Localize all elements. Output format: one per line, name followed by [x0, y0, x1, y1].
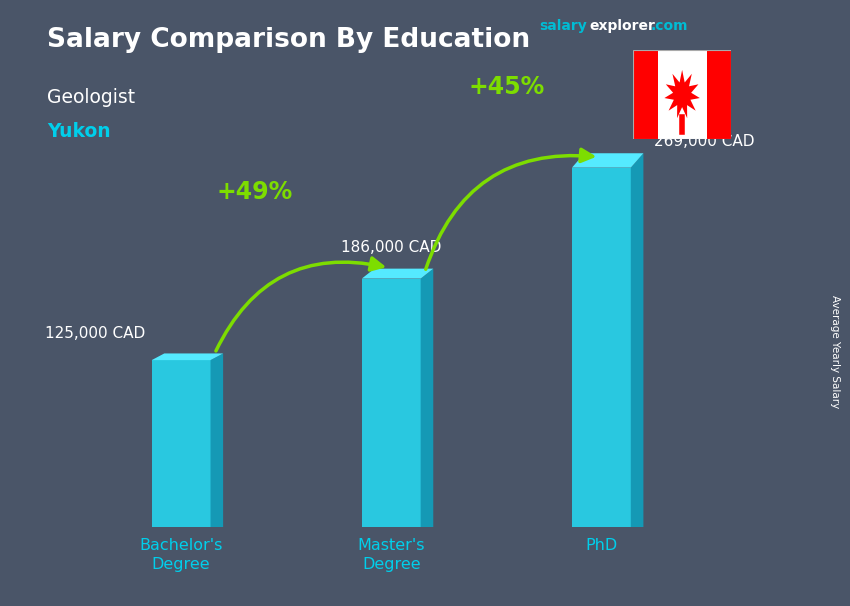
Text: 269,000 CAD: 269,000 CAD [654, 134, 755, 149]
Text: Yukon: Yukon [47, 122, 110, 141]
Text: 125,000 CAD: 125,000 CAD [45, 327, 145, 341]
Bar [572, 168, 631, 527]
Polygon shape [665, 70, 700, 118]
Text: Salary Comparison By Education: Salary Comparison By Education [47, 27, 530, 53]
Polygon shape [362, 268, 434, 279]
Polygon shape [211, 353, 224, 527]
Text: +45%: +45% [468, 75, 545, 99]
Bar [658, 50, 706, 139]
Polygon shape [421, 268, 434, 527]
Polygon shape [572, 153, 643, 168]
Polygon shape [151, 353, 224, 360]
Text: Geologist: Geologist [47, 88, 135, 107]
Text: salary: salary [540, 19, 587, 33]
Bar [633, 50, 658, 139]
Bar [151, 360, 211, 527]
Bar [706, 50, 731, 139]
Text: explorer: explorer [589, 19, 654, 33]
Polygon shape [631, 153, 643, 527]
Text: +49%: +49% [217, 180, 292, 204]
Text: Average Yearly Salary: Average Yearly Salary [830, 295, 840, 408]
Text: .com: .com [650, 19, 688, 33]
Text: 186,000 CAD: 186,000 CAD [341, 239, 441, 255]
Bar [362, 279, 421, 527]
